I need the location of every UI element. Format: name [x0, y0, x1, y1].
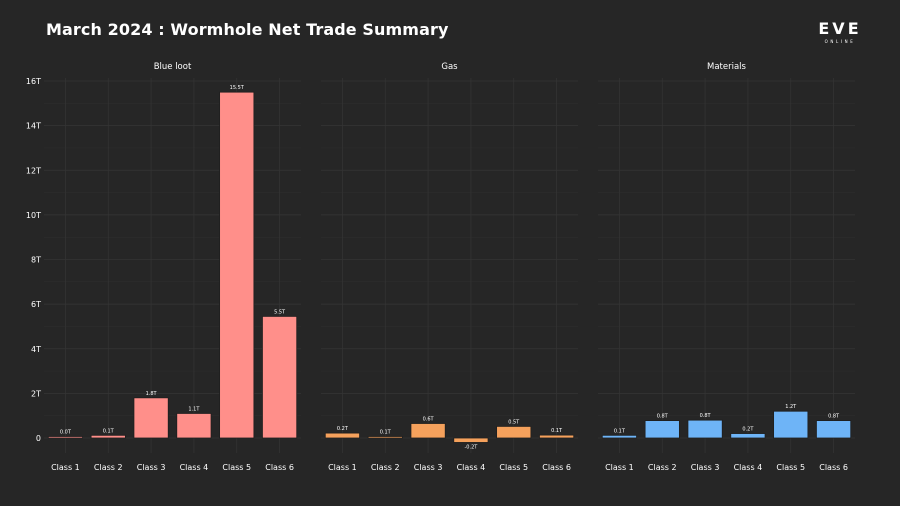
data-label: 0.1T: [551, 428, 563, 434]
logo-sub-text: ONLINE: [824, 39, 856, 44]
eve-online-logo: EVE ONLINE: [812, 20, 868, 46]
bar: [410, 423, 446, 439]
x-tick-label: Class 2: [371, 463, 400, 472]
bar: [496, 425, 532, 439]
x-tick-label: Class 5: [776, 463, 805, 472]
bar: [816, 420, 852, 439]
y-tick-label: 12T: [26, 166, 41, 175]
x-tick-label: Class 5: [222, 463, 251, 472]
x-tick-label: Class 5: [499, 463, 528, 472]
x-tick-label: Class 1: [51, 463, 80, 472]
x-tick-label: Class 1: [605, 463, 634, 472]
bar: [687, 419, 723, 439]
x-tick-label: Class 4: [734, 463, 763, 472]
bar: [90, 434, 126, 439]
bar: [730, 433, 766, 439]
bar: [601, 434, 637, 439]
data-label: 0.8T: [700, 413, 712, 419]
x-tick-label: Class 6: [265, 463, 294, 472]
x-tick-label: Class 3: [414, 463, 443, 472]
data-label: 0.1T: [380, 430, 392, 436]
data-label: 1.1T: [188, 406, 200, 412]
bar: [219, 91, 255, 439]
x-tick-label: Class 3: [691, 463, 720, 472]
data-label: 15.5T: [230, 85, 245, 91]
bar: [539, 434, 575, 439]
panel-title: Gas: [441, 62, 458, 72]
data-label: 0.2T: [337, 426, 349, 432]
x-tick-label: Class 4: [457, 463, 486, 472]
x-tick-label: Class 6: [542, 463, 571, 472]
data-label: 0.8T: [828, 414, 840, 420]
bar: [453, 437, 489, 443]
x-tick-label: Class 6: [819, 463, 848, 472]
y-tick-label: 16T: [26, 77, 41, 86]
panel-title: Blue loot: [154, 62, 192, 72]
y-tick-label: 8T: [31, 256, 41, 265]
data-label: 1.8T: [146, 391, 158, 397]
data-label: 0.6T: [423, 416, 435, 422]
bar: [133, 397, 169, 439]
x-tick-label: Class 2: [648, 463, 677, 472]
x-tick-label: Class 1: [328, 463, 357, 472]
y-tick-label: 4T: [31, 345, 41, 354]
data-label: 0.8T: [657, 414, 669, 420]
bar: [367, 436, 403, 439]
data-label: 0.1T: [614, 428, 626, 434]
y-tick-label: 6T: [31, 300, 41, 309]
data-label: 1.2T: [785, 404, 797, 410]
y-tick-label: 10T: [26, 211, 41, 220]
logo-main-text: EVE: [818, 19, 862, 38]
bar: [644, 420, 680, 439]
x-tick-label: Class 4: [180, 463, 209, 472]
data-label: 0.0T: [60, 430, 72, 436]
chart-title: March 2024 : Wormhole Net Trade Summary: [46, 20, 449, 39]
data-label: -0.2T: [465, 444, 479, 450]
y-tick-label: 14T: [26, 122, 41, 131]
data-label: 0.5T: [508, 419, 520, 425]
panel-title: Materials: [707, 62, 747, 72]
bar: [324, 432, 360, 439]
data-label: 5.5T: [274, 309, 286, 315]
bar: [262, 315, 298, 439]
bar: [47, 436, 83, 439]
bar: [176, 413, 212, 439]
data-label: 0.2T: [742, 427, 754, 433]
x-tick-label: Class 3: [137, 463, 166, 472]
y-tick-label: 2T: [31, 389, 41, 398]
y-tick-label: 0: [36, 434, 41, 443]
bar: [773, 410, 809, 439]
x-tick-label: Class 2: [94, 463, 123, 472]
data-label: 0.1T: [103, 428, 115, 434]
